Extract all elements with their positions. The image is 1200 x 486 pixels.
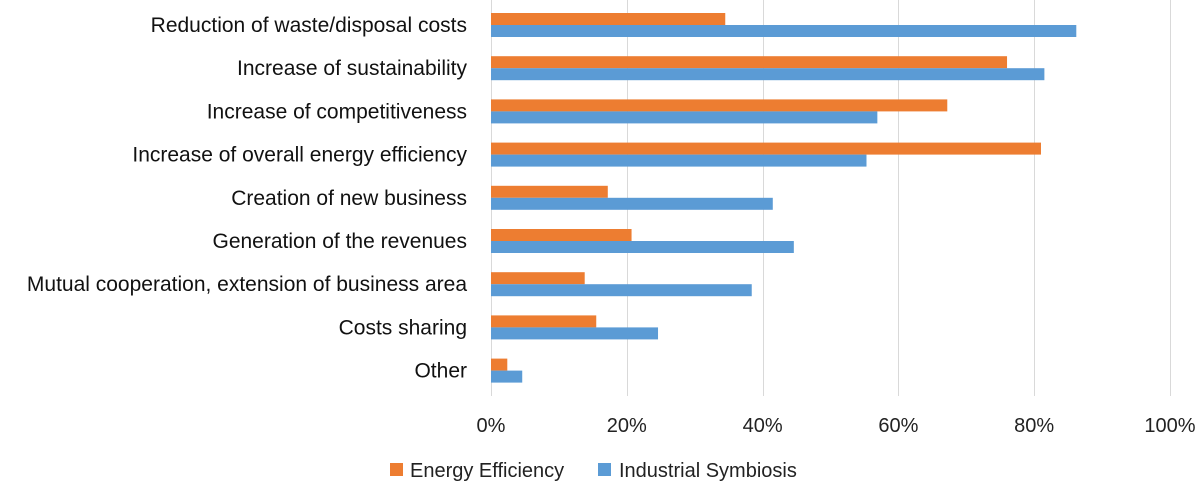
bar-energy-efficiency [491,272,585,285]
category-label: Generation of the revenues [212,230,467,253]
x-tick-label: 100% [1144,415,1195,437]
legend-swatch-industrial-symbiosis [598,463,611,476]
bar-energy-efficiency [491,315,597,328]
bars [491,13,1077,383]
category-label: Increase of competitiveness [207,100,467,123]
x-axis-tick-labels: 0% 20% 40% 60% 80% 100% [477,415,1196,437]
x-tick-label: 40% [743,415,783,437]
x-tick-label: 80% [1014,415,1054,437]
bar-industrial-symbiosis [491,327,659,340]
category-labels: Reduction of waste/disposal costs Increas… [27,14,468,383]
legend-label-industrial-symbiosis: Industrial Symbiosis [619,460,797,482]
category-label: Increase of overall energy efficiency [132,144,467,167]
bar-energy-efficiency [491,99,948,112]
bar-industrial-symbiosis [491,197,773,210]
category-label: Reduction of waste/disposal costs [151,14,467,37]
category-label: Other [414,360,467,383]
legend-label-energy-efficiency: Energy Efficiency [410,460,564,482]
bar-energy-efficiency [491,142,1041,155]
bar-industrial-symbiosis [491,284,752,297]
category-label: Increase of sustainability [237,57,467,80]
category-label: Mutual cooperation, extension of busines… [27,273,467,296]
category-label: Creation of new business [231,187,467,210]
bar-industrial-symbiosis [491,111,878,124]
x-tick-label: 60% [878,415,918,437]
bar-energy-efficiency [491,358,508,371]
bar-industrial-symbiosis [491,25,1077,37]
legend-swatch-energy-efficiency [390,463,403,476]
bar-industrial-symbiosis [491,241,794,253]
bar-energy-efficiency [491,185,608,198]
legend: Energy Efficiency Industrial Symbiosis [390,460,797,482]
bar-energy-efficiency [491,229,632,241]
x-tick-label: 20% [607,415,647,437]
bar-energy-efficiency [491,56,1008,69]
category-label: Costs sharing [339,316,467,339]
bar-industrial-symbiosis [491,370,523,383]
bar-industrial-symbiosis [491,154,867,167]
x-tick-label: 0% [477,415,506,437]
bar-energy-efficiency [491,13,726,25]
bar-industrial-symbiosis [491,68,1045,81]
